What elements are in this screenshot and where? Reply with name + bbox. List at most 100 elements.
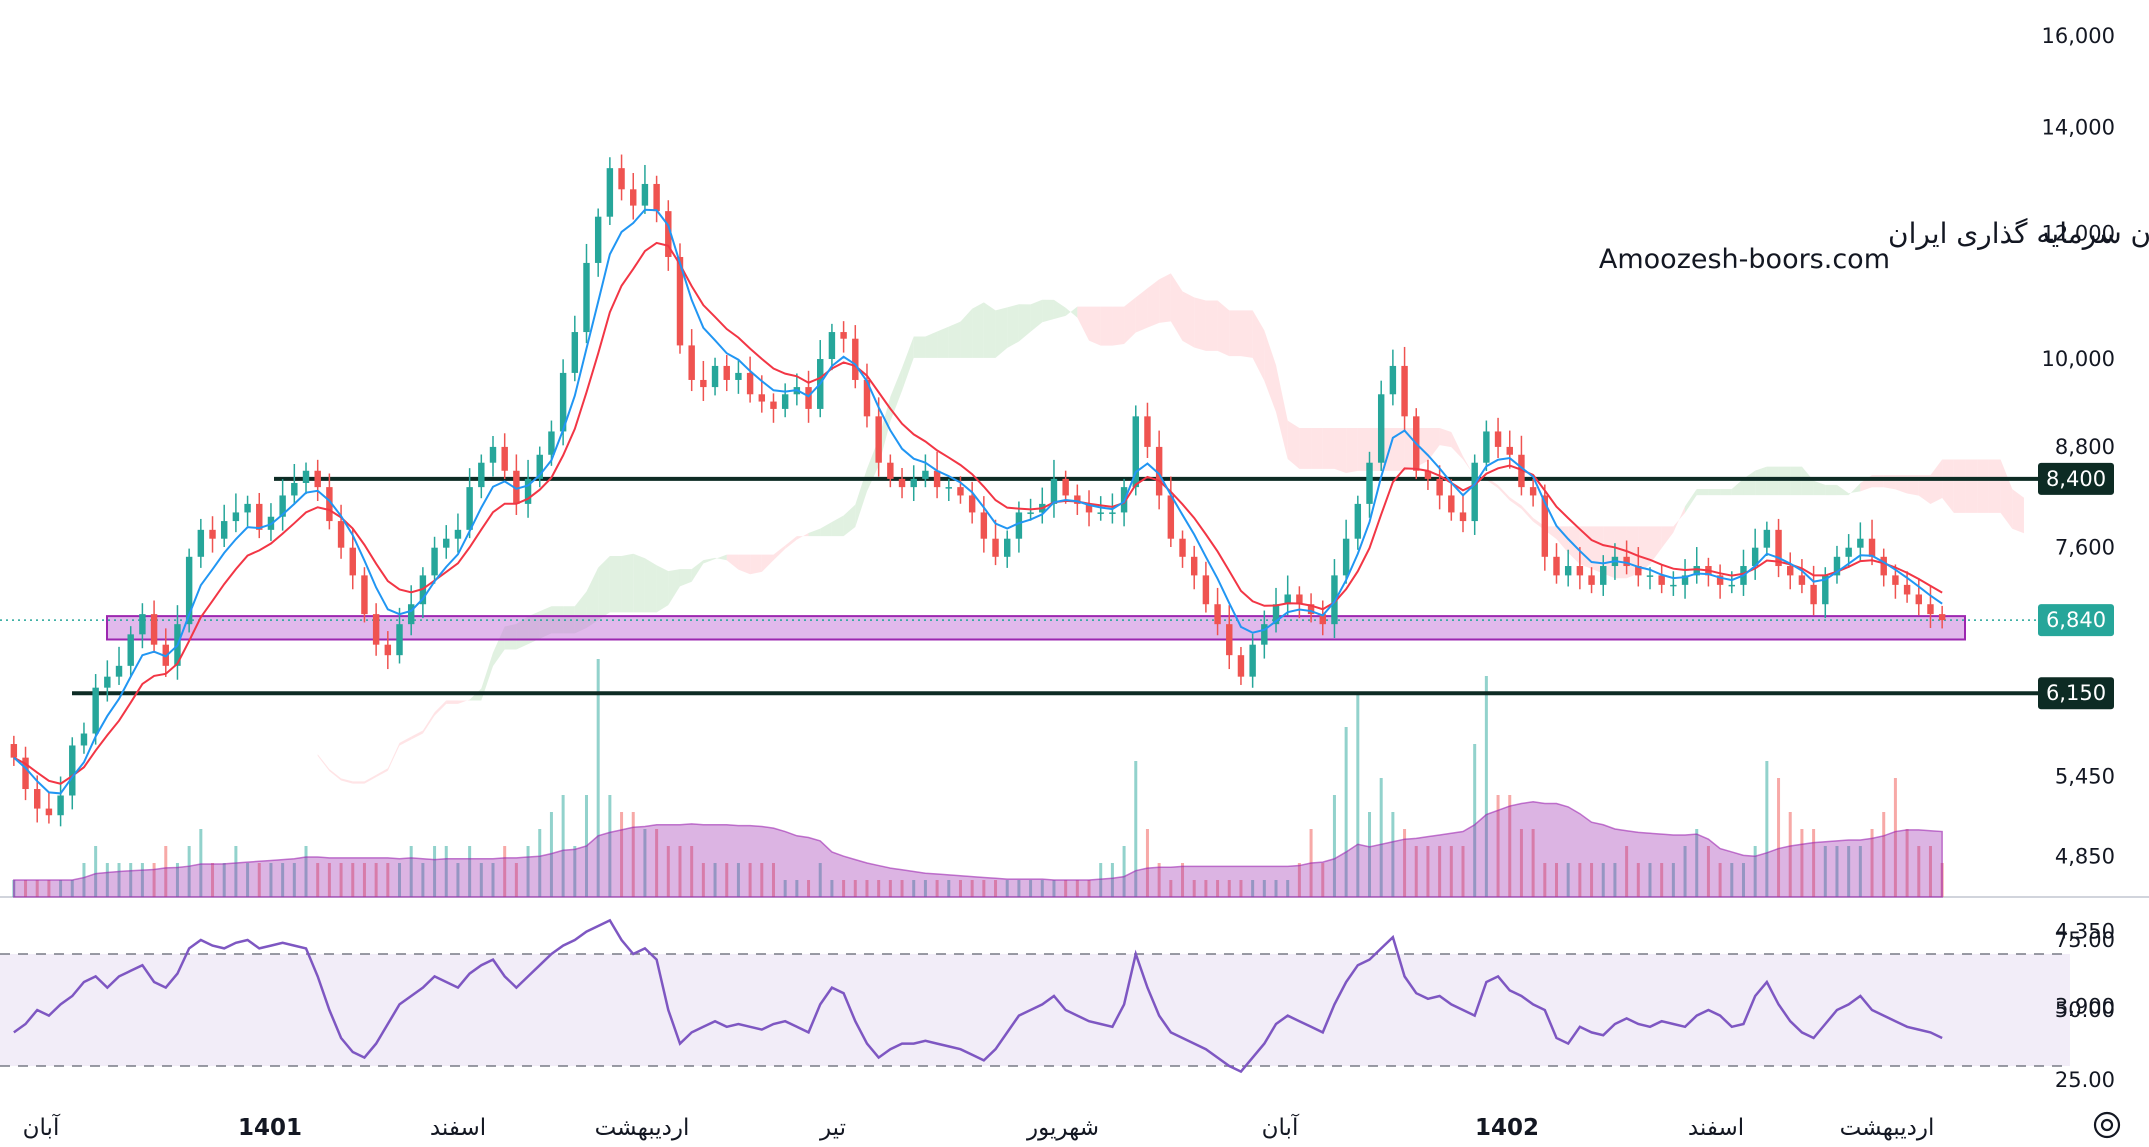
candle-body [69,745,76,796]
time-tick-label: اسفند [1688,1115,1744,1141]
candle-body [1015,512,1023,539]
volume-bar [222,863,226,897]
volume-bar [1029,880,1033,897]
support-zone[interactable] [106,615,1966,641]
volume-bar [1706,846,1710,897]
candle-body [1389,365,1397,395]
volume-bar [561,795,565,897]
cloud-segment [1346,427,1358,473]
candle-body [1354,503,1362,539]
candle-body [1681,575,1689,585]
volume-bar [526,846,530,897]
candle-body [968,495,976,513]
volume-bar [234,846,238,897]
price-tick-label: 5,450 [2055,764,2115,788]
cloud-segment [317,754,330,772]
volume-bar [783,880,787,897]
volume-bar [1625,846,1629,897]
cloud-segment [726,554,739,570]
volume-bar [47,880,51,897]
candle-body [1787,566,1794,576]
cloud-segment [1556,526,1569,553]
cloud-segment [1614,526,1627,579]
volume-bar [1239,880,1243,897]
candle-body [1109,512,1116,514]
cloud-segment [937,326,949,358]
cloud-segment [960,308,973,358]
cloud-segment [422,712,435,734]
cloud-segment [1311,427,1323,469]
candle-body [957,487,964,496]
volume-bar [292,863,296,897]
volume-bar [1005,880,1009,897]
candle-body [1763,529,1771,548]
candle-body [244,503,251,513]
volume-bar [398,863,402,897]
candle-body [1693,566,1700,576]
cloud-segment [1065,306,1078,318]
candle-body [185,556,193,625]
volume-bar [1730,863,1734,897]
candle-body [1576,566,1584,576]
candle-body [1448,495,1455,513]
cloud-segment [376,768,388,778]
cloud-segment [1649,526,1662,565]
cloud-segment [1100,306,1113,346]
volume-bar [701,863,705,897]
volume-bar [1718,863,1722,897]
cloud-segment [341,778,353,784]
price-axis[interactable]: 16,000 14,000 12,000 10,000 8,800 7,600 6,150 5… [2042,24,2115,1018]
volume-bar [807,880,811,897]
cloud-segment [983,302,996,358]
cloud-segment [364,774,377,784]
candle-body [10,744,18,758]
candle-body [1074,495,1081,504]
price-tick-label: 16,000 [2042,24,2115,48]
volume-bar [1917,846,1921,897]
candle-body [1167,495,1175,539]
candle-body [209,529,216,539]
cloud-segment [1930,459,1943,505]
candle-body [1529,487,1537,496]
cloud-segment [831,515,844,537]
volume-bar [82,863,86,897]
cloud-segment [820,522,832,537]
volume-bar [1519,829,1523,897]
volume-bar [1835,846,1839,897]
candle-body [57,795,64,816]
cloud-segment [1988,459,2001,513]
cloud-segment [1334,427,1347,473]
volume-bar [1858,846,1862,897]
time-axis[interactable]: آبان 1401 اسفند اردیبهشت تیر شهریور آبان 1402 اس… [23,1113,1935,1141]
volume-bar [947,880,951,897]
candle-body [933,470,941,488]
chart-settings-button[interactable] [2090,1108,2124,1142]
candle-body [1494,431,1502,447]
cloud-segment [1977,459,1989,513]
volume-bar [865,880,869,897]
cloud-segment [633,553,645,613]
price-tags: 8,400 6,150 6,840 [2038,462,2114,710]
cloud-segment [457,699,470,704]
volume-bar [596,659,600,897]
cloud-segment [691,560,704,582]
volume-bar [479,863,483,897]
volume-bar [982,880,986,897]
candle-body [1085,503,1093,513]
candle-body [349,547,356,576]
candle-body [232,512,240,522]
volume-bar [608,795,612,897]
volume-bar [1508,795,1512,897]
volume-bar [1122,846,1126,897]
volume-bar [1648,863,1652,897]
candle-body [1728,584,1736,587]
watermark-persian: انجمن خبرگان سرمایه گذاری ایران [1888,217,2149,250]
cloud-segment [446,700,458,704]
candle-body [372,614,380,645]
cloud-segment [1836,484,1849,496]
cloud-segment [1089,306,1101,346]
settings-icon [2093,1111,2121,1139]
candle-body [653,183,660,212]
volume-bar [1660,863,1664,897]
